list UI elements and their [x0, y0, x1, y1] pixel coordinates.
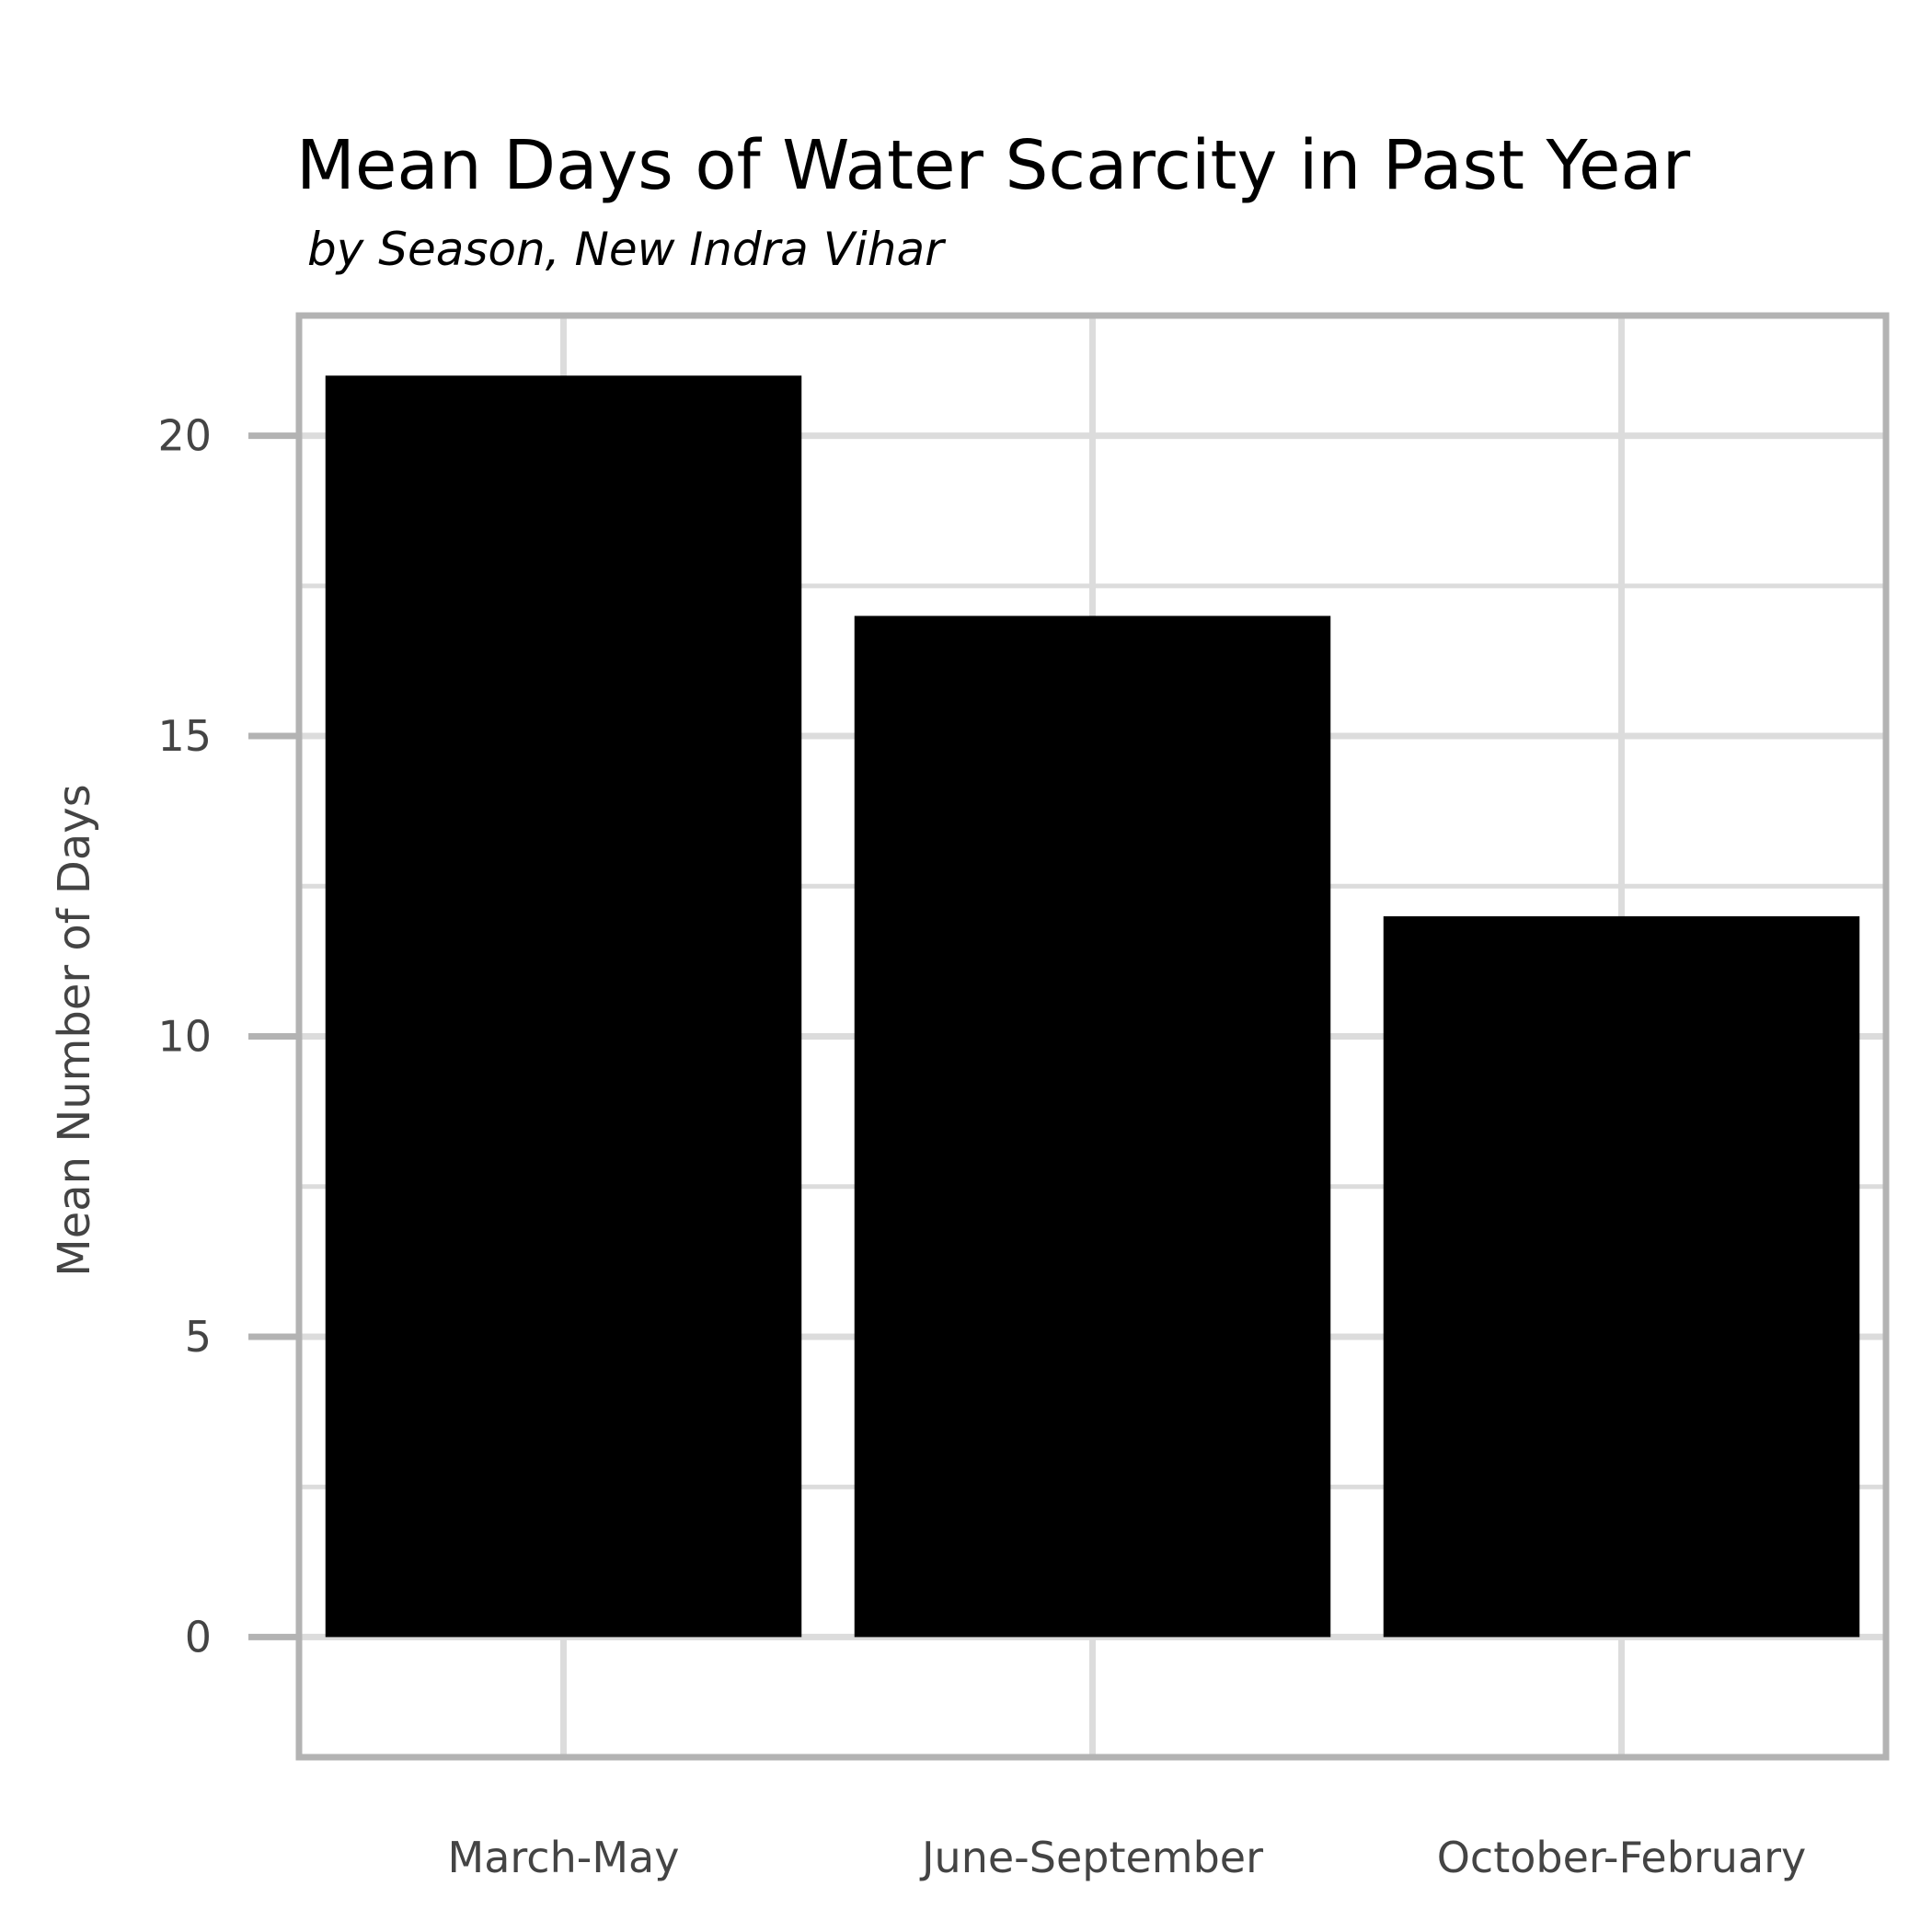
- y-tick-label: 10: [157, 1012, 212, 1062]
- y-tick-label: 15: [157, 711, 212, 761]
- x-tick-label: October-February: [1437, 1833, 1807, 1882]
- x-tick-label: March-May: [448, 1833, 680, 1882]
- bars: [325, 375, 1860, 1638]
- y-tick-label: 20: [157, 411, 212, 461]
- y-axis: 0 5 10 15 20: [157, 411, 299, 1662]
- y-axis-title: Mean Number of Days: [49, 784, 100, 1276]
- x-axis: March-May June-September October-February: [448, 1833, 1807, 1882]
- bar: [325, 375, 802, 1638]
- bar: [854, 615, 1331, 1638]
- chart-title: Mean Days of Water Scarcity in Past Year: [296, 126, 1691, 205]
- y-tick-label: 5: [185, 1312, 212, 1362]
- y-tick-label: 0: [185, 1612, 212, 1662]
- plot-frame: [295, 312, 1890, 1761]
- bar: [1383, 915, 1860, 1638]
- chart-subtitle: by Season, New Indra Vihar: [307, 223, 947, 276]
- x-tick-label: June-September: [919, 1833, 1263, 1882]
